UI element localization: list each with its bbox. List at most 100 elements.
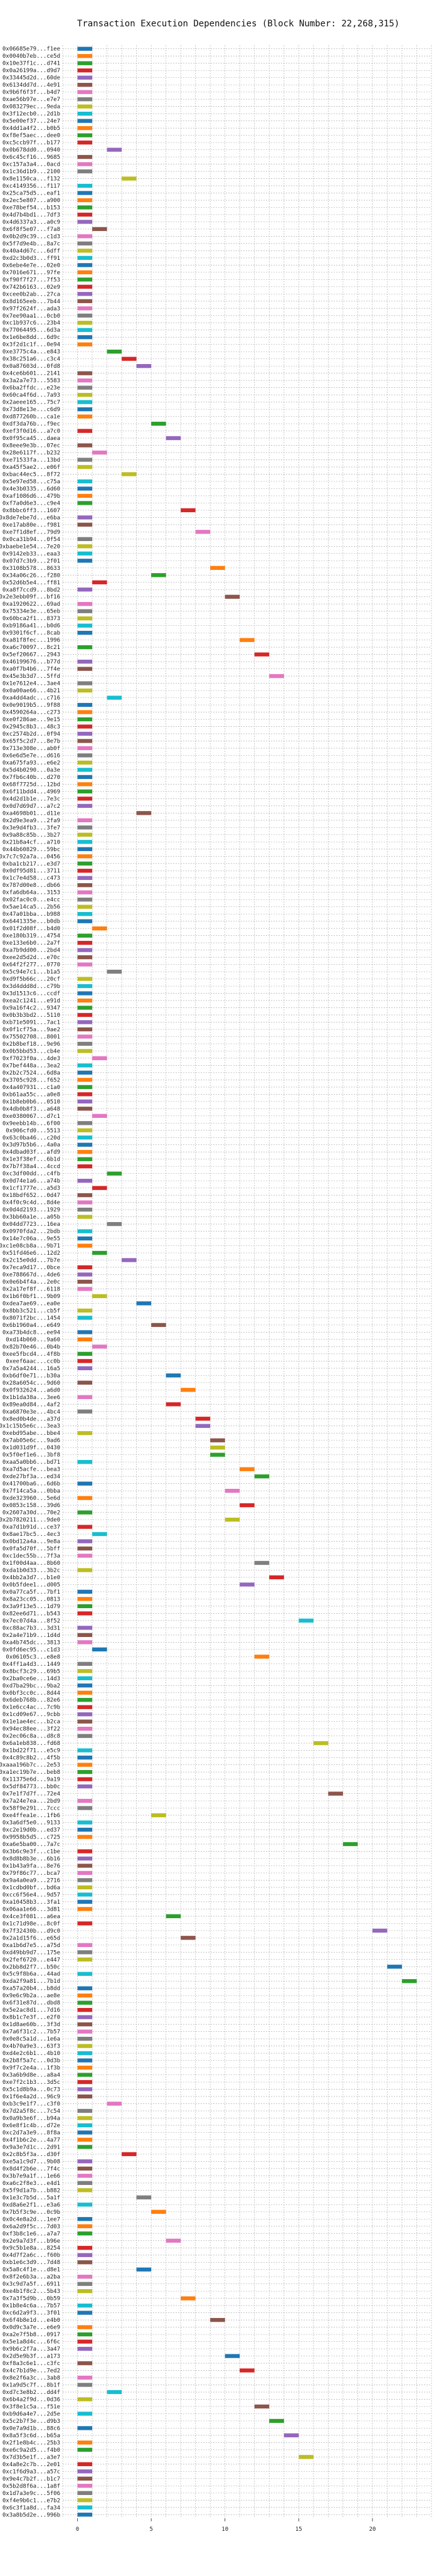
transaction-bar bbox=[92, 1532, 107, 1537]
transaction-bar bbox=[77, 2412, 93, 2416]
transaction-bar bbox=[77, 2065, 93, 2070]
y-tick-label: 0x6441335e...b0db bbox=[3, 919, 60, 925]
transaction-bar bbox=[77, 400, 93, 404]
y-tick-label: 0x02fac0c0...e4cc bbox=[3, 897, 60, 903]
transaction-bar bbox=[77, 998, 93, 1003]
transaction-bar bbox=[77, 1683, 93, 1688]
transaction-bar bbox=[77, 847, 93, 851]
transaction-bar bbox=[210, 1438, 225, 1442]
transaction-bar bbox=[77, 1921, 93, 1926]
transaction-bar bbox=[77, 1597, 93, 1601]
y-tick-label: 0x4ce3f081...a6ea bbox=[3, 1914, 60, 1920]
x-tick-label: 15 bbox=[295, 2526, 302, 2533]
transaction-bar bbox=[77, 1604, 93, 1609]
y-tick-label: 0x2ec06c8a...d8c8 bbox=[3, 1734, 60, 1740]
y-tick-label: 0x4c89c8b2...4f5b bbox=[3, 1755, 60, 1761]
y-tick-label: 0x0d9c3a7e...e6e9 bbox=[3, 2325, 60, 2331]
y-tick-label: 0xbac44ec5...8f72 bbox=[3, 471, 60, 478]
transaction-bar bbox=[77, 2375, 93, 2380]
transaction-bar bbox=[77, 1755, 93, 1760]
transaction-bar bbox=[107, 969, 122, 974]
transaction-bar bbox=[77, 1611, 93, 1616]
transaction-bar bbox=[77, 1763, 93, 1767]
y-tick-label: 0x9b6c2f7a...3a47 bbox=[3, 2346, 60, 2353]
y-tick-label: 0x8f2e6b3a...a2ba bbox=[3, 2274, 60, 2280]
transaction-bar bbox=[254, 1474, 270, 1479]
y-tick-label: 0x6f31e87d...dbd8 bbox=[3, 2000, 60, 2007]
y-tick-label: 0x94ec88ee...3f22 bbox=[3, 1726, 60, 1732]
transaction-bar bbox=[77, 2051, 93, 2056]
transaction-bar bbox=[342, 1842, 358, 1847]
transaction-bar bbox=[77, 940, 93, 945]
y-tick-label: 0x7d3b5e1f...a3e7 bbox=[3, 2454, 60, 2461]
y-tick-label: 0x5e1a8d4c...6f6c bbox=[3, 2339, 60, 2346]
transaction-bar bbox=[225, 2354, 240, 2358]
transaction-bar bbox=[77, 1337, 93, 1342]
transaction-bar bbox=[77, 832, 93, 837]
y-tick-label: 0x0ca31b94...0f54 bbox=[3, 537, 60, 543]
y-tick-label: 0x2bb8d2f7...b50c bbox=[3, 1964, 60, 1970]
transaction-bar bbox=[77, 2476, 93, 2481]
y-tick-label: 0x0a9b3e6f...b94a bbox=[3, 2115, 60, 2122]
transaction-bar bbox=[77, 292, 93, 296]
y-tick-label: 0x0d74e1a6...a74b bbox=[3, 1178, 60, 1184]
transaction-bar bbox=[77, 104, 93, 109]
y-tick-label: 0xd7ba29bc...9ba2 bbox=[3, 1683, 60, 1689]
transaction-bar bbox=[77, 1734, 93, 1738]
y-tick-label: 0x7bef448a...3ea2 bbox=[3, 1063, 60, 1069]
y-tick-label: 0x7a6f31c2...7b57 bbox=[3, 2029, 60, 2036]
y-tick-label: 0x9a4a0ea9...2716 bbox=[3, 1877, 60, 1884]
y-tick-label: 0x3d4ddd8d...c79b bbox=[3, 984, 60, 990]
y-tick-label: 0x1e6be8dd...6d9c bbox=[3, 335, 60, 341]
transaction-bar bbox=[77, 962, 93, 967]
transaction-bar bbox=[77, 768, 93, 772]
transaction-bar bbox=[328, 1791, 343, 1796]
y-tick-label: 0x04dd7723...16ea bbox=[3, 1221, 60, 1228]
y-tick-label: 0x906cfd0...5513 bbox=[6, 1128, 60, 1134]
y-tick-label: 0x1cd09e67...9cbb bbox=[3, 1712, 60, 1718]
y-tick-label: 0x52d6b5e4...ff81 bbox=[3, 580, 60, 586]
y-tick-label: 0x4bb2a3d7...b1e0 bbox=[3, 1575, 60, 1581]
y-tick-label: 0x9a3e7d1c...2d91 bbox=[3, 2144, 60, 2150]
y-tick-label: 0x0a00ae66...4b21 bbox=[3, 688, 60, 694]
y-tick-label: 0x10e37f1c...d741 bbox=[3, 61, 60, 67]
y-tick-label: 0x1b8e4c6a...7b57 bbox=[3, 2303, 60, 2309]
transaction-bar bbox=[77, 948, 93, 952]
transaction-bar bbox=[77, 724, 93, 729]
y-tick-label: 0x0040b7eb...ce5d bbox=[3, 53, 60, 60]
y-tick-label: 0xd14b060...9a60 bbox=[6, 1337, 60, 1343]
transaction-bar bbox=[77, 464, 93, 470]
y-tick-label: 0x1d8ae60b...3f3d bbox=[3, 2022, 60, 2028]
transaction-bar bbox=[77, 1041, 93, 1046]
transaction-bar bbox=[77, 2044, 93, 2048]
transaction-bar bbox=[77, 1777, 93, 1781]
transaction-bar bbox=[77, 1070, 93, 1075]
transaction-bar bbox=[77, 68, 93, 73]
transaction-bar bbox=[254, 652, 270, 657]
transaction-bar bbox=[299, 1618, 314, 1623]
transaction-bar bbox=[77, 2058, 93, 2063]
transaction-bar bbox=[77, 2491, 93, 2495]
y-tick-label: 0xa4dd4adc...c716 bbox=[3, 695, 60, 702]
transaction-bar bbox=[77, 299, 93, 303]
transaction-bar bbox=[77, 825, 93, 830]
transaction-bar bbox=[166, 436, 181, 441]
y-tick-label: 0x4d7f2a6c...f60b bbox=[3, 2253, 60, 2259]
y-tick-label: 0x5e00ef37...24e7 bbox=[3, 119, 60, 125]
transaction-bar bbox=[77, 1330, 93, 1334]
y-tick-label: 0x9301f6cf...8cab bbox=[3, 630, 60, 636]
y-tick-label: 0x7ec07d4a...8f52 bbox=[3, 1618, 60, 1624]
y-tick-label: 0xd4e2c6b1...4b10 bbox=[3, 2051, 60, 2057]
y-tick-label: 0xb61aa55c...a0e8 bbox=[3, 1092, 60, 1098]
y-tick-label: 0x6a1eb838...fd68 bbox=[3, 1741, 60, 1747]
transaction-bar bbox=[151, 573, 166, 577]
y-tick-label: 0x1e3c7b5d...5a1f bbox=[3, 2195, 60, 2201]
transaction-bar bbox=[77, 898, 93, 902]
y-tick-label: 0x1bd22f71...e5c9 bbox=[3, 1748, 60, 1754]
transaction-bar bbox=[77, 1864, 93, 1868]
transaction-bar bbox=[77, 616, 93, 621]
transaction-bar bbox=[151, 2209, 166, 2214]
y-tick-label: 0xe0f286ae...9e15 bbox=[3, 717, 60, 723]
y-tick-label: 0x3d97b5b6...4a0a bbox=[3, 1142, 60, 1149]
